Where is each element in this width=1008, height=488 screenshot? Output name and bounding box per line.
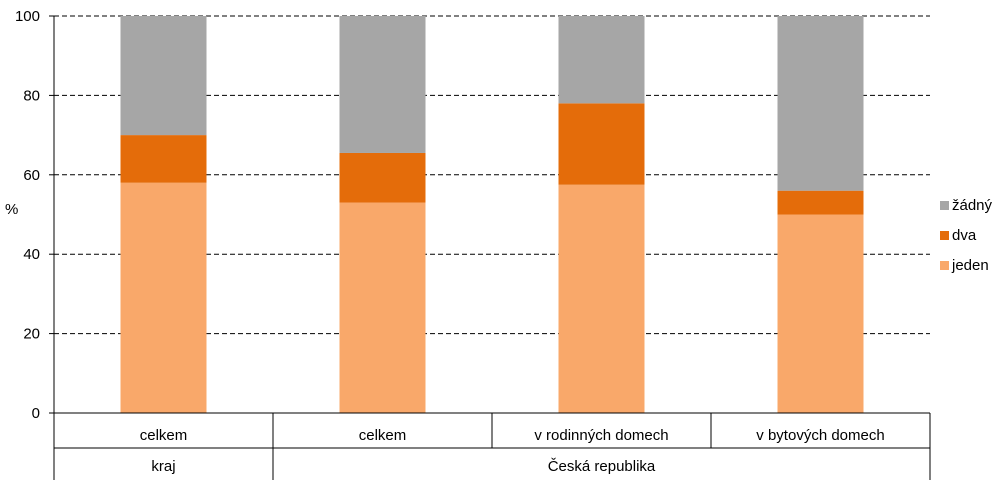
category-label-1: celkem <box>359 427 407 444</box>
bar-žádný-2 <box>558 16 645 104</box>
category-label-2: v rodinných domech <box>534 427 668 444</box>
legend-swatch-jeden <box>940 261 949 270</box>
y-tick-0: 0 <box>32 405 40 422</box>
bar-jeden-3 <box>777 214 864 413</box>
bar-žádný-0 <box>120 16 207 136</box>
category-label-0: celkem <box>140 427 188 444</box>
y-tick-60: 60 <box>23 167 40 184</box>
y-tick-labels: 0 20 40 60 80 100 <box>15 8 40 422</box>
y-tick-80: 80 <box>23 87 40 104</box>
bar-jeden-1 <box>339 202 426 413</box>
bar-žádný-1 <box>339 16 426 153</box>
y-tick-100: 100 <box>15 8 40 25</box>
bar-dva-0 <box>120 135 207 183</box>
bar-jeden-0 <box>120 182 207 413</box>
y-tick-20: 20 <box>23 326 40 343</box>
y-axis-label: % <box>5 201 18 218</box>
legend: žádný dva jeden <box>940 197 993 274</box>
category-labels: celkem celkem v rodinných domech v bytových… <box>140 427 885 475</box>
axes <box>49 15 931 480</box>
legend-label-dva: dva <box>952 227 977 244</box>
y-tick-40: 40 <box>23 246 40 263</box>
bars <box>120 16 864 413</box>
category-label-3: v bytových domech <box>756 427 884 444</box>
legend-swatch-žádný <box>940 201 949 210</box>
bar-žádný-3 <box>777 16 864 191</box>
legend-label-jeden: jeden <box>951 257 989 274</box>
group-label-1: Česká republika <box>548 458 656 475</box>
bar-dva-2 <box>558 103 645 185</box>
bar-jeden-2 <box>558 184 645 413</box>
legend-swatch-dva <box>940 231 949 240</box>
legend-label-žádný: žádný <box>952 197 993 214</box>
group-label-0: kraj <box>151 458 175 475</box>
bar-dva-3 <box>777 190 864 215</box>
bar-dva-1 <box>339 152 426 203</box>
